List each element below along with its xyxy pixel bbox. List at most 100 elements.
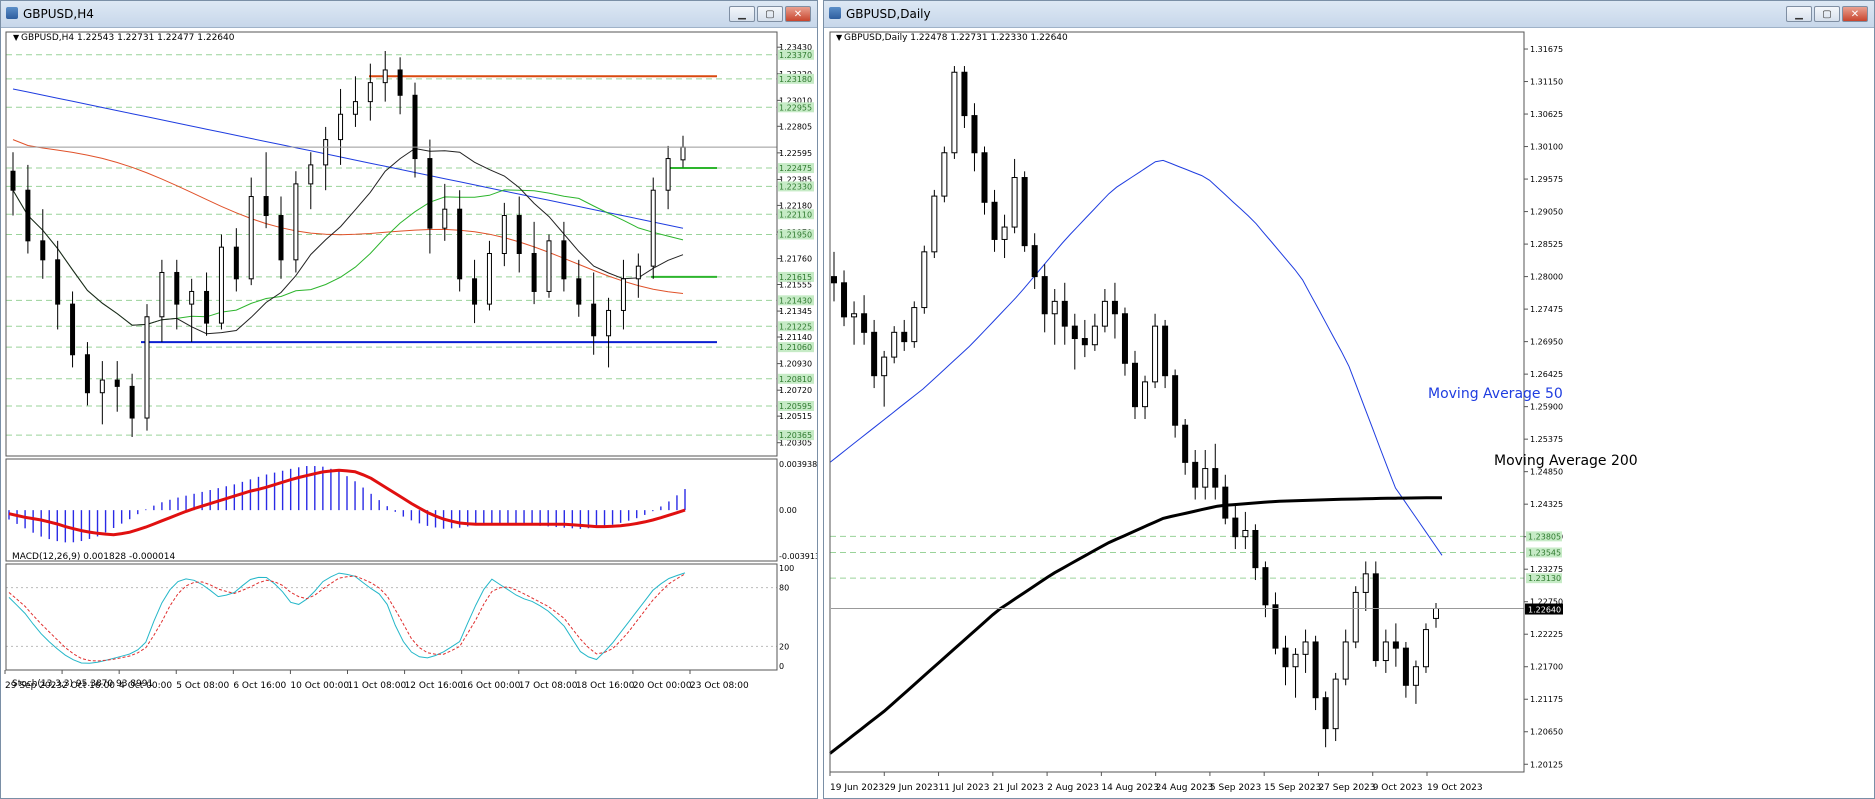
candle-body	[650, 189, 656, 267]
close-button[interactable]: ✕	[1842, 6, 1868, 22]
ma200-line	[829, 496, 1443, 755]
candle-body	[263, 196, 269, 217]
time-tick-label: 18 Oct 16:00	[576, 681, 635, 691]
candle-body	[412, 94, 418, 160]
time-tick-label: 4 Oct 00:00	[119, 681, 172, 691]
chart-window-daily[interactable]: GBPUSD,Daily ▁ ▢ ✕ 1.31675 1.31150 1.30625…	[823, 0, 1875, 799]
level-label: 1.21060	[779, 343, 812, 352]
candle-body	[1071, 325, 1078, 340]
candle-body	[1212, 468, 1219, 488]
price-tick-label: 1.24850	[1530, 468, 1563, 477]
candle-body	[961, 71, 968, 117]
time-tick-label: 20 Oct 00:00	[633, 681, 692, 691]
candle-body	[218, 246, 224, 324]
time-tick-label: 9 Oct 2023	[1373, 783, 1423, 793]
candle-body	[233, 246, 239, 280]
price-tick-label: 1.22385	[779, 175, 812, 184]
candle-body	[382, 69, 388, 84]
price-tick-label: 1.21760	[779, 255, 812, 264]
price-tick-label: 1.22595	[779, 149, 812, 158]
stoch-panel[interactable]	[6, 572, 777, 664]
ma-black-line	[12, 147, 684, 335]
price-tick-label: 1.26950	[1530, 338, 1563, 347]
price-tick-label: 1.30100	[1530, 143, 1563, 152]
minimize-button[interactable]: ▁	[729, 6, 755, 22]
dropdown-arrow-icon[interactable]: ▼	[836, 33, 843, 42]
candle-body	[1342, 641, 1349, 680]
daily-info-label: GBPUSD,Daily 1.22478 1.22731 1.22330 1.2…	[844, 33, 1068, 43]
level-label-bg	[1526, 531, 1562, 542]
candle-body	[871, 331, 878, 377]
candle-body	[84, 354, 90, 394]
candle-body	[1433, 608, 1439, 619]
daily-chart-area[interactable]: 1.31675 1.31150 1.30625 1.30100 1.29575 1.290…	[824, 28, 1874, 799]
price-tick-label: 1.23430	[779, 43, 812, 52]
price-tick-label: 1.22805	[779, 122, 812, 131]
time-tick-label: 23 Oct 08:00	[690, 681, 749, 691]
candle-body	[1302, 641, 1309, 655]
candle-body	[561, 240, 567, 280]
level-label: 1.21950	[779, 231, 812, 240]
candle-body	[501, 215, 507, 254]
candle-body	[1322, 697, 1329, 730]
candle-body	[891, 331, 898, 358]
candle-body	[531, 252, 537, 292]
window-title: GBPUSD,H4	[23, 7, 94, 21]
candle-body	[881, 356, 888, 377]
candle-body	[1162, 325, 1169, 377]
chart-icon	[829, 7, 841, 19]
candle-body	[129, 385, 135, 419]
restore-button[interactable]: ▢	[1814, 6, 1840, 22]
price-tick-label: 1.29050	[1530, 208, 1563, 217]
close-button[interactable]: ✕	[785, 6, 811, 22]
level-label: 1.23180	[779, 75, 812, 84]
level-label-bg	[778, 73, 814, 84]
daily-price-panel[interactable]	[829, 66, 1524, 755]
minimize-button[interactable]: ▁	[1786, 6, 1812, 22]
dropdown-arrow-icon[interactable]: ▼	[13, 33, 20, 42]
price-tick-label: 1.21700	[1530, 663, 1563, 672]
h4-chart-area[interactable]: 1.234301.232201.230101.228051.225951.223…	[1, 28, 817, 799]
level-label-bg	[778, 49, 814, 60]
title-bar[interactable]: GBPUSD,H4 ▁ ▢ ✕	[1, 1, 817, 28]
candle-body	[293, 183, 299, 261]
time-tick-label: 16 Oct 00:00	[462, 681, 521, 691]
title-bar[interactable]: GBPUSD,Daily ▁ ▢ ✕	[824, 1, 1874, 28]
candle-body	[981, 152, 988, 203]
candle-body	[1041, 276, 1048, 315]
restore-button[interactable]: ▢	[757, 6, 783, 22]
level-label-bg	[778, 321, 814, 332]
price-tick-label: 1.31675	[1530, 45, 1563, 54]
price-tick-label: 1.21555	[779, 281, 812, 290]
candle-body	[1182, 424, 1189, 463]
candle-body	[861, 313, 868, 333]
time-tick-label: 5 Sep 2023	[1210, 783, 1261, 793]
chart-window-h4[interactable]: GBPUSD,H4 ▁ ▢ ✕ 1.234301.232201.230101.2…	[0, 0, 818, 799]
time-tick-label: 15 Sep 2023	[1264, 783, 1321, 793]
stoch-main-line	[8, 572, 686, 664]
candle-body	[427, 158, 433, 229]
stoch-tick-label: 80	[779, 584, 789, 593]
ma-blue-line	[12, 88, 684, 229]
candle-body	[1272, 604, 1279, 649]
macd-label: MACD(12,26,9) 0.001828 -0.000014	[12, 552, 175, 562]
price-tick-label: 1.20720	[779, 386, 812, 395]
price-tick-label: 1.22750	[1530, 598, 1563, 607]
candle-body	[174, 271, 180, 305]
candle-body	[1282, 647, 1289, 668]
macd-panel[interactable]	[8, 466, 686, 543]
level-label-bg	[778, 229, 814, 240]
price-tick-label: 1.21140	[779, 333, 812, 342]
price-tick-label: 1.20305	[779, 439, 812, 448]
stoch-tick-label: 100	[779, 564, 794, 573]
price-tick-label: 1.31150	[1530, 78, 1563, 87]
ma200-annotation: Moving Average 200	[1494, 453, 1638, 469]
price-tick-label: 1.25375	[1530, 435, 1563, 444]
candle-body	[144, 316, 150, 419]
h4-price-panel[interactable]	[6, 50, 777, 438]
candle-body	[1372, 573, 1379, 662]
candle-body	[620, 278, 626, 311]
candle-body	[1152, 325, 1159, 383]
time-tick-label: 11 Jul 2023	[939, 783, 990, 793]
price-tick-label: 1.21175	[1530, 695, 1563, 704]
